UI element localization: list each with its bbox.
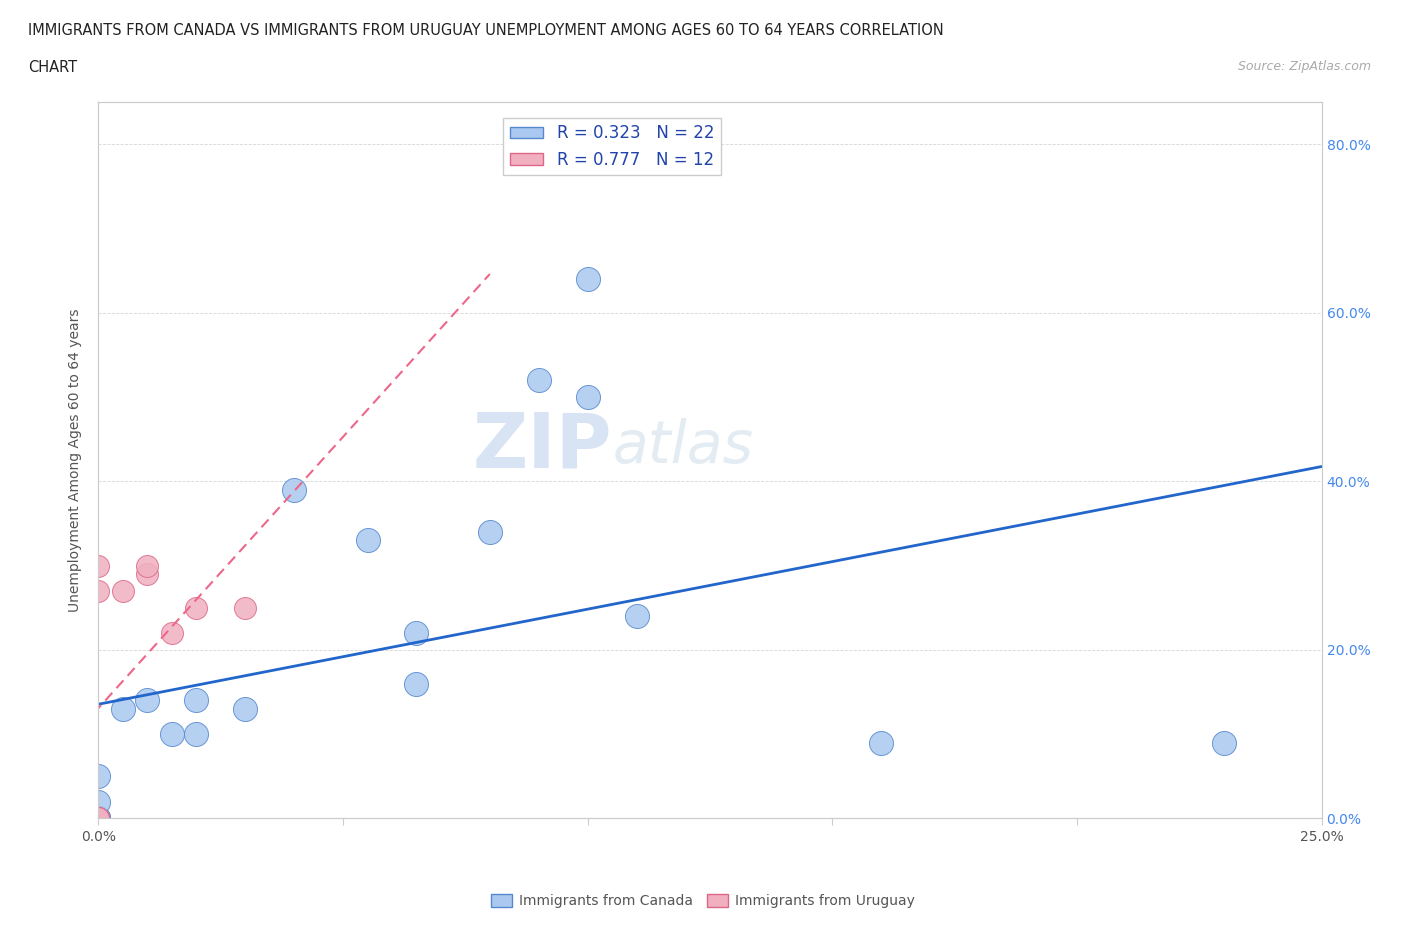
Point	[87, 811, 110, 826]
Point	[356, 533, 378, 548]
Point	[626, 609, 648, 624]
Text: IMMIGRANTS FROM CANADA VS IMMIGRANTS FROM URUGUAY UNEMPLOYMENT AMONG AGES 60 TO : IMMIGRANTS FROM CANADA VS IMMIGRANTS FRO…	[28, 23, 943, 38]
Text: atlas: atlas	[612, 418, 754, 474]
Point	[233, 701, 256, 716]
Point	[111, 701, 134, 716]
Point	[87, 811, 110, 826]
Point	[87, 794, 110, 809]
Point	[87, 811, 110, 826]
Text: ZIP: ZIP	[472, 409, 612, 483]
Point	[87, 769, 110, 784]
Point	[1212, 735, 1234, 750]
Point	[527, 373, 550, 388]
Point	[160, 626, 183, 641]
Text: Source: ZipAtlas.com: Source: ZipAtlas.com	[1237, 60, 1371, 73]
Point	[136, 558, 159, 573]
Point	[576, 272, 599, 286]
Point	[87, 811, 110, 826]
Point	[478, 525, 501, 539]
Point	[136, 566, 159, 581]
Point	[87, 558, 110, 573]
Point	[233, 601, 256, 616]
Point	[186, 726, 208, 741]
Point	[186, 693, 208, 708]
Point	[87, 811, 110, 826]
Point	[136, 693, 159, 708]
Point	[870, 735, 893, 750]
Point	[186, 601, 208, 616]
Point	[405, 626, 427, 641]
Point	[160, 726, 183, 741]
Legend: R = 0.323   N = 22, R = 0.777   N = 12: R = 0.323 N = 22, R = 0.777 N = 12	[503, 118, 721, 176]
Point	[576, 390, 599, 405]
Point	[405, 676, 427, 691]
Legend: Immigrants from Canada, Immigrants from Uruguay: Immigrants from Canada, Immigrants from …	[486, 889, 920, 914]
Point	[87, 583, 110, 598]
Y-axis label: Unemployment Among Ages 60 to 64 years: Unemployment Among Ages 60 to 64 years	[69, 309, 83, 612]
Point	[87, 811, 110, 826]
Text: CHART: CHART	[28, 60, 77, 75]
Point	[87, 811, 110, 826]
Point	[283, 483, 305, 498]
Point	[111, 583, 134, 598]
